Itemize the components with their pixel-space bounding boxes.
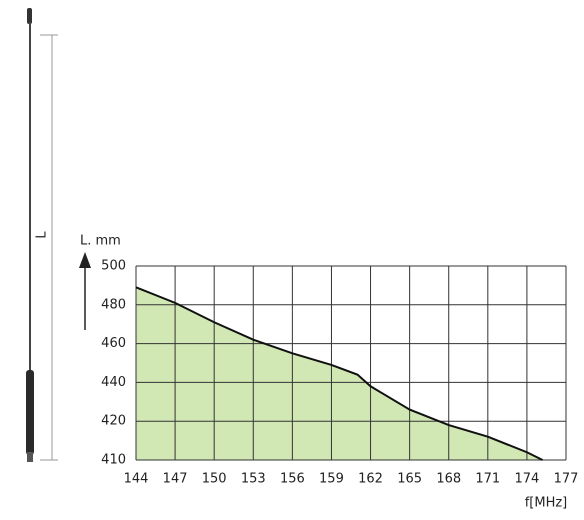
x-tick-label: 162 bbox=[358, 472, 383, 487]
y-tick-label: 440 bbox=[101, 375, 126, 390]
antenna-tip bbox=[27, 8, 32, 24]
y-tick-label: 460 bbox=[101, 336, 126, 351]
x-tick-label: 168 bbox=[436, 472, 461, 487]
x-axis-label: f[MHz] bbox=[525, 496, 568, 511]
antenna-base bbox=[27, 452, 33, 462]
y-axis-label: L. mm bbox=[80, 234, 121, 249]
x-tick-label: 171 bbox=[475, 472, 500, 487]
x-tick-label: 147 bbox=[163, 472, 188, 487]
antenna-coil bbox=[26, 370, 34, 455]
x-tick-label: 144 bbox=[124, 472, 149, 487]
y-tick-label: 500 bbox=[101, 259, 126, 274]
x-tick-label: 153 bbox=[241, 472, 266, 487]
x-tick-label: 156 bbox=[280, 472, 305, 487]
dimension-label: L bbox=[35, 231, 50, 239]
dimension: L bbox=[35, 34, 58, 461]
x-tick-label: 177 bbox=[554, 472, 579, 487]
area bbox=[136, 287, 543, 460]
x-tick-label: 174 bbox=[514, 472, 539, 487]
y-arrow bbox=[79, 252, 91, 330]
x-tick-label: 159 bbox=[319, 472, 344, 487]
x-tick-label: 165 bbox=[397, 472, 422, 487]
y-tick-label: 420 bbox=[101, 414, 126, 429]
y-tick-label: 480 bbox=[101, 297, 126, 312]
arrow-head bbox=[79, 252, 91, 268]
antenna bbox=[26, 8, 34, 462]
y-tick-label: 410 bbox=[101, 453, 126, 468]
line bbox=[135, 286, 543, 461]
x-tick-label: 150 bbox=[202, 472, 227, 487]
